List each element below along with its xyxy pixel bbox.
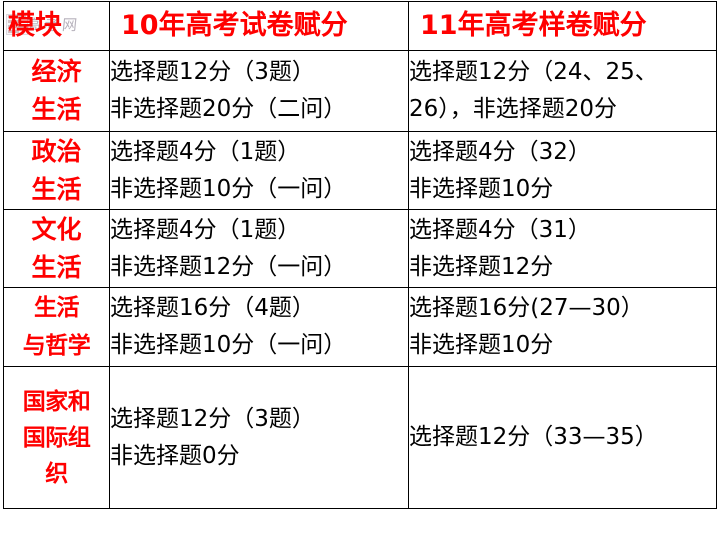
module-line: 生活 [31, 95, 82, 124]
module-line: 生活 [31, 174, 82, 204]
cell-2010: 选择题4分（1题） 非选择题12分（一问） [109, 209, 409, 288]
cell-line: 非选择题10分（一问） [110, 175, 347, 202]
module-line: 经济 [31, 57, 82, 86]
cell-line: 选择题12分（33—35） [409, 424, 658, 450]
module-line: 生活 [34, 295, 80, 321]
cell-line: 非选择题0分 [110, 442, 240, 469]
header-cell-2010: 10年高考试卷赋分 [109, 1, 409, 51]
cell-line: 非选择题20分（二问） [110, 96, 347, 122]
cell-line: 非选择题10分 [409, 332, 554, 358]
cell-line: 选择题4分（1题） [110, 138, 301, 165]
module-cell: 生活 与哲学 [3, 287, 110, 367]
module-line: 文化 [31, 214, 82, 244]
cell-line: 选择题12分（3题） [110, 59, 315, 85]
cell-line: 非选择题10分 [409, 175, 554, 202]
cell-line: 选择题4分（1题） [110, 216, 301, 243]
module-cell: 经济 生活 [3, 50, 110, 132]
table-header-row: 模块 10年高考试卷赋分 11年高考样卷赋分 [3, 1, 717, 51]
cell-line: 选择题16分(27—30） [409, 295, 644, 321]
cell-line: 选择题12分（3题） [110, 405, 315, 432]
table-row: 经济 生活 选择题12分（3题） 非选择题20分（二问） 选择题12分（24、2… [3, 50, 717, 132]
module-cell: 国家和 国际组 织 [3, 366, 110, 509]
cell-line: 非选择题10分（一问） [110, 332, 347, 358]
cell-2010: 选择题12分（3题） 非选择题0分 [109, 366, 409, 509]
cell-2010: 选择题12分（3题） 非选择题20分（二问） [109, 50, 409, 132]
cell-line: 选择题16分（4题） [110, 295, 315, 321]
cell-2010: 选择题4分（1题） 非选择题10分（一问） [109, 131, 409, 210]
header-label-2011: 11年高考样卷赋分 [420, 10, 647, 41]
module-line: 与哲学 [22, 333, 91, 359]
module-cell: 政治 生活 [3, 131, 110, 210]
module-cell: 文化 生活 [3, 209, 110, 288]
table-row: 文化 生活 选择题4分（1题） 非选择题12分（一问） 选择题4分（31） 非选… [3, 209, 717, 288]
header-cell-2011: 11年高考样卷赋分 [408, 1, 717, 51]
cell-line: 选择题12分（24、25、26），非选择题20分 [409, 59, 658, 122]
header-label-2010: 10年高考试卷赋分 [121, 10, 348, 41]
module-line: 生活 [31, 252, 82, 282]
cell-2010: 选择题16分（4题） 非选择题10分（一问） [109, 287, 409, 367]
cell-line: 选择题4分（31） [409, 216, 591, 243]
cell-line: 非选择题12分（一问） [110, 253, 347, 280]
exam-score-allocation-table: 模块 10年高考试卷赋分 11年高考样卷赋分 经济 生活 选择题12分（3题） … [3, 1, 717, 509]
module-line: 织 [45, 460, 68, 487]
header-label-module: 模块 [8, 10, 62, 41]
header-cell-module: 模块 [3, 1, 110, 51]
cell-2011: 选择题16分(27—30） 非选择题10分 [408, 287, 717, 367]
module-line: 国际组 [22, 424, 91, 451]
cell-2011: 选择题4分（31） 非选择题12分 [408, 209, 717, 288]
module-line: 国家和 [22, 388, 91, 415]
module-line: 政治 [31, 136, 82, 166]
cell-2011: 选择题12分（24、25、26），非选择题20分 [408, 50, 717, 132]
cell-line: 选择题4分（32） [409, 138, 591, 165]
cell-2011: 选择题12分（33—35） [408, 366, 717, 509]
table-row: 国家和 国际组 织 选择题12分（3题） 非选择题0分 选择题12分（33—35… [3, 366, 717, 509]
table-row: 政治 生活 选择题4分（1题） 非选择题10分（一问） 选择题4分（32） 非选… [3, 131, 717, 210]
cell-line: 非选择题12分 [409, 253, 554, 280]
cell-2011: 选择题4分（32） 非选择题10分 [408, 131, 717, 210]
table-row: 生活 与哲学 选择题16分（4题） 非选择题10分（一问） 选择题16分(27—… [3, 287, 717, 367]
